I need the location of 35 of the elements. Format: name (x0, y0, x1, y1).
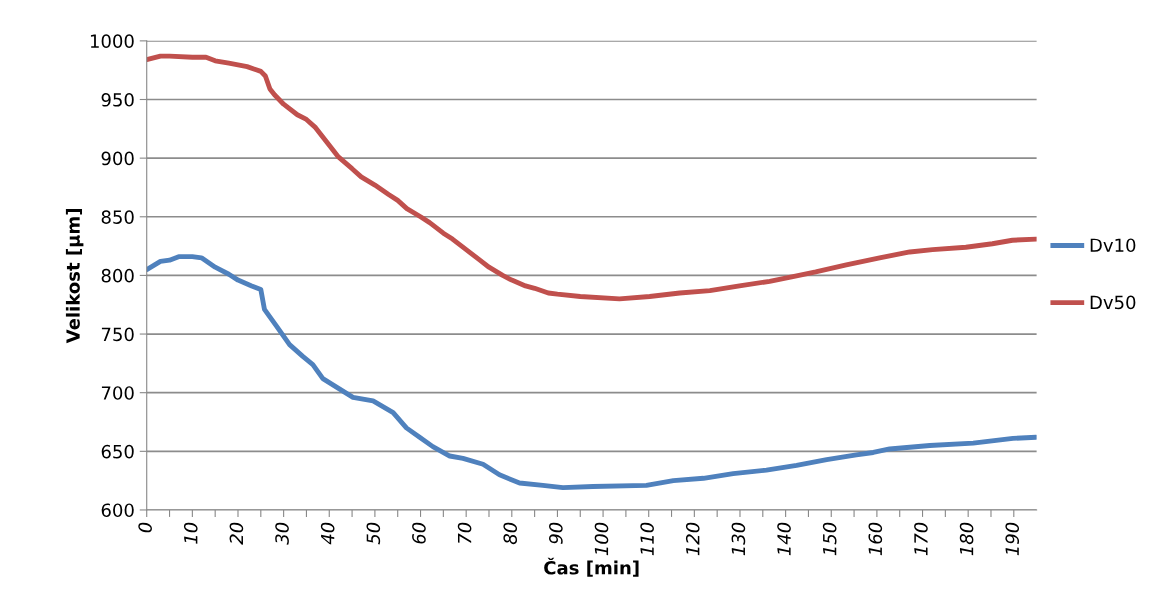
x-tick-label: 190 (1005, 522, 1020, 556)
y-axis-title: Velikost [µm] (65, 209, 84, 344)
x-tick-label: 50 (366, 522, 381, 545)
line-series (146, 53, 1037, 302)
x-tick-label: 70 (457, 522, 472, 544)
x-tick-label: 130 (731, 522, 746, 556)
x-tick-label: 100 (594, 522, 609, 556)
legend-label: Dv50 (1090, 295, 1136, 310)
y-tick-label: 750 (101, 327, 134, 342)
x-tick-label: 140 (777, 522, 791, 556)
line-series (146, 254, 1037, 491)
x-tick-label: 160 (868, 522, 883, 556)
x-tick-label: 20 (229, 522, 244, 545)
y-tick-label: 800 (101, 268, 134, 283)
x-axis-title: Čas [min] (544, 557, 639, 577)
x-tick-label: 0 (138, 522, 152, 533)
x-tick-label: 90 (549, 522, 563, 544)
y-tick-label: 950 (101, 92, 134, 107)
x-tick-label: 10 (183, 522, 198, 544)
x-tick-label: 30 (275, 522, 289, 545)
y-tick-label: 850 (101, 210, 134, 224)
legend-label: Dv10 (1090, 238, 1136, 253)
x-tick-label: 170 (914, 522, 928, 556)
x-tick-label: 80 (503, 522, 518, 545)
x-tick-label: 120 (685, 522, 700, 556)
x-tick-label: 110 (640, 522, 654, 556)
y-tick-label: 600 (101, 503, 134, 518)
y-tick-label: 650 (101, 444, 134, 459)
y-tick-label: 900 (101, 151, 134, 166)
x-tick-label: 60 (412, 522, 426, 544)
y-tick-label: 700 (101, 386, 134, 400)
y-tick-label: 1000 (90, 34, 134, 48)
x-tick-label: 150 (822, 522, 837, 556)
x-tick-label: 40 (320, 522, 335, 545)
x-tick-label: 180 (959, 522, 974, 556)
